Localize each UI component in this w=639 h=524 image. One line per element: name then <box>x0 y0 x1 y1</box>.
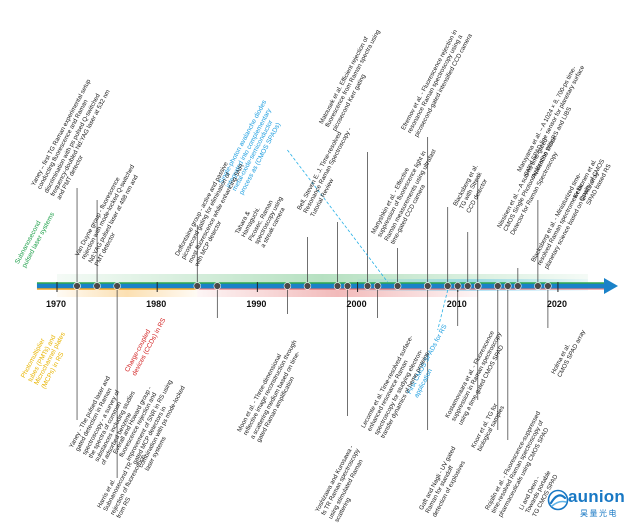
dot-knorr <box>474 282 482 290</box>
dot-nissinen <box>464 282 472 290</box>
dot-rojalin <box>494 282 502 290</box>
dot-holma <box>544 282 552 290</box>
logo-subtitle: 昊量光电 <box>580 509 618 518</box>
dot-bell <box>333 282 342 290</box>
dot-gaft <box>423 282 432 290</box>
axis-arrowhead <box>604 278 618 294</box>
aunion-logo: aunion 昊量光电 <box>546 486 638 522</box>
band-pmt-mcp <box>57 287 198 297</box>
dot-everall <box>213 282 221 290</box>
dot-van-duyne <box>93 282 101 290</box>
dot-deffontaine <box>193 282 201 290</box>
dot-kekkonen <box>534 282 542 290</box>
dot-martyshkin <box>393 282 402 290</box>
year-label: 1980 <box>146 299 167 309</box>
dot-yoshizawa <box>343 282 352 290</box>
year-label: 2020 <box>546 299 567 309</box>
dot-lecomte <box>373 282 382 290</box>
year-label: 2000 <box>346 299 367 309</box>
dot-matousek <box>363 282 372 290</box>
year-label: 2010 <box>446 299 467 309</box>
year-label: 1970 <box>46 299 67 309</box>
dot-harris <box>113 282 121 290</box>
dot-blacksberg-2010 <box>444 282 452 290</box>
band-subnanosecond-lasers <box>57 274 588 284</box>
dot-tahara <box>303 282 312 290</box>
aunion-logo-mark-icon <box>547 489 569 511</box>
leader-lines <box>76 137 549 478</box>
dot-li-deen <box>504 282 512 290</box>
cmos-spad-pointer <box>287 149 388 283</box>
dot-moon <box>283 282 292 290</box>
first-cmos-pointer <box>437 289 449 331</box>
year-label: 1990 <box>246 299 267 309</box>
dot-yaney-pulsed <box>73 282 81 290</box>
event-dots <box>73 282 552 290</box>
band-ccd <box>197 287 478 297</box>
logo-brand: aunion <box>568 487 625 506</box>
dot-kostamovaara <box>454 282 462 290</box>
dot-blacksberg-2016 <box>514 282 522 290</box>
